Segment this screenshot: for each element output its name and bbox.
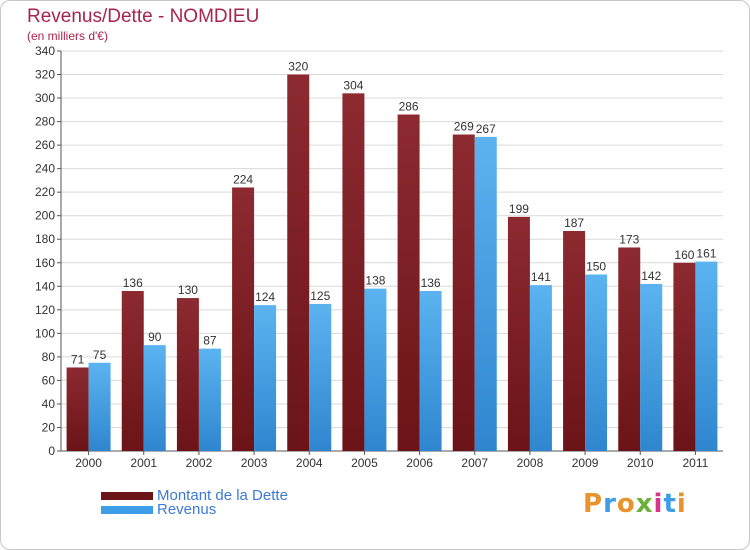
chart-title: Revenus/Dette - NOMDIEU bbox=[27, 6, 260, 27]
y-tick-label: 60 bbox=[42, 373, 56, 387]
y-tick-label: 100 bbox=[35, 326, 55, 340]
data-label-revenus: 141 bbox=[531, 270, 551, 284]
data-label-revenus: 125 bbox=[310, 289, 330, 303]
y-tick-label: 300 bbox=[35, 91, 55, 105]
x-tick-label: 2007 bbox=[461, 456, 488, 470]
bar-revenus bbox=[640, 283, 663, 451]
bar-dette bbox=[342, 93, 365, 452]
bar-revenus bbox=[198, 348, 221, 451]
data-label-revenus: 90 bbox=[148, 330, 162, 344]
bar-dette bbox=[673, 262, 696, 451]
bar-revenus bbox=[309, 303, 332, 451]
data-label-dette: 160 bbox=[674, 248, 694, 262]
x-tick-label: 2005 bbox=[351, 456, 378, 470]
data-label-revenus: 138 bbox=[365, 274, 385, 288]
y-tick-label: 160 bbox=[35, 256, 55, 270]
bar-dette bbox=[121, 291, 144, 451]
data-label-revenus: 161 bbox=[696, 247, 716, 261]
chart-subtitle: (en milliers d'€) bbox=[27, 29, 108, 43]
data-label-dette: 269 bbox=[454, 120, 474, 134]
y-tick-label: 260 bbox=[35, 138, 55, 152]
bar-dette bbox=[452, 134, 475, 451]
y-tick-label: 280 bbox=[35, 115, 55, 129]
x-tick-label: 2001 bbox=[130, 456, 157, 470]
bar-dette bbox=[563, 231, 586, 451]
data-label-dette: 320 bbox=[288, 60, 308, 74]
bar-revenus bbox=[474, 136, 497, 451]
legend-label-dette: Montant de la Dette bbox=[157, 487, 288, 504]
data-label-dette: 136 bbox=[123, 276, 143, 290]
data-label-revenus: 136 bbox=[421, 276, 441, 290]
data-label-dette: 130 bbox=[178, 283, 198, 297]
legend-label-revenus: Revenus bbox=[157, 501, 217, 518]
y-tick-label: 340 bbox=[35, 44, 55, 58]
bar-dette bbox=[232, 187, 255, 451]
x-tick-label: 2011 bbox=[683, 456, 709, 470]
data-label-dette: 199 bbox=[509, 202, 529, 216]
legend-swatch-dette bbox=[101, 492, 153, 500]
y-tick-label: 80 bbox=[42, 350, 56, 364]
bar-dette bbox=[507, 216, 530, 451]
x-tick-label: 2009 bbox=[572, 456, 599, 470]
bar-revenus bbox=[419, 291, 442, 451]
bar-dette bbox=[618, 247, 641, 451]
data-label-dette: 286 bbox=[399, 100, 419, 114]
y-tick-label: 240 bbox=[35, 162, 55, 176]
y-tick-label: 140 bbox=[35, 279, 55, 293]
bar-revenus bbox=[695, 261, 718, 451]
bar-revenus bbox=[254, 305, 277, 451]
proxiti-logo: Proxiti bbox=[583, 489, 687, 519]
legend-swatch-revenus bbox=[101, 506, 153, 514]
bar-dette bbox=[287, 74, 310, 451]
x-tick-label: 2002 bbox=[186, 456, 213, 470]
x-tick-label: 2004 bbox=[296, 456, 323, 470]
bar-revenus bbox=[143, 345, 166, 451]
y-tick-label: 180 bbox=[35, 232, 55, 246]
y-tick-label: 200 bbox=[35, 209, 55, 223]
data-label-dette: 71 bbox=[71, 352, 85, 366]
bar-dette bbox=[66, 367, 89, 451]
data-label-revenus: 87 bbox=[203, 334, 217, 348]
x-tick-label: 2000 bbox=[75, 456, 102, 470]
plot-area bbox=[61, 51, 723, 451]
y-tick-label: 120 bbox=[35, 303, 55, 317]
y-tick-label: 20 bbox=[42, 420, 56, 434]
y-tick-label: 40 bbox=[42, 397, 56, 411]
data-label-revenus: 150 bbox=[586, 260, 606, 274]
data-label-revenus: 267 bbox=[476, 122, 496, 136]
bar-revenus bbox=[88, 362, 111, 451]
data-label-revenus: 124 bbox=[255, 290, 275, 304]
x-tick-label: 2008 bbox=[517, 456, 544, 470]
data-label-dette: 187 bbox=[564, 216, 584, 230]
x-tick-label: 2006 bbox=[406, 456, 433, 470]
bar-revenus bbox=[364, 288, 387, 451]
data-label-dette: 304 bbox=[343, 78, 363, 92]
x-tick-label: 2003 bbox=[241, 456, 268, 470]
data-label-revenus: 142 bbox=[641, 269, 661, 283]
y-tick-label: 0 bbox=[48, 444, 55, 458]
y-tick-label: 320 bbox=[35, 68, 55, 82]
bar-dette bbox=[176, 298, 199, 451]
bar-revenus bbox=[529, 285, 552, 451]
data-label-dette: 173 bbox=[619, 232, 639, 246]
bar-revenus bbox=[585, 274, 608, 451]
data-label-dette: 224 bbox=[233, 172, 253, 186]
y-tick-label: 220 bbox=[35, 185, 55, 199]
data-label-revenus: 75 bbox=[93, 348, 107, 362]
bar-dette bbox=[397, 114, 420, 451]
x-tick-label: 2010 bbox=[627, 456, 654, 470]
